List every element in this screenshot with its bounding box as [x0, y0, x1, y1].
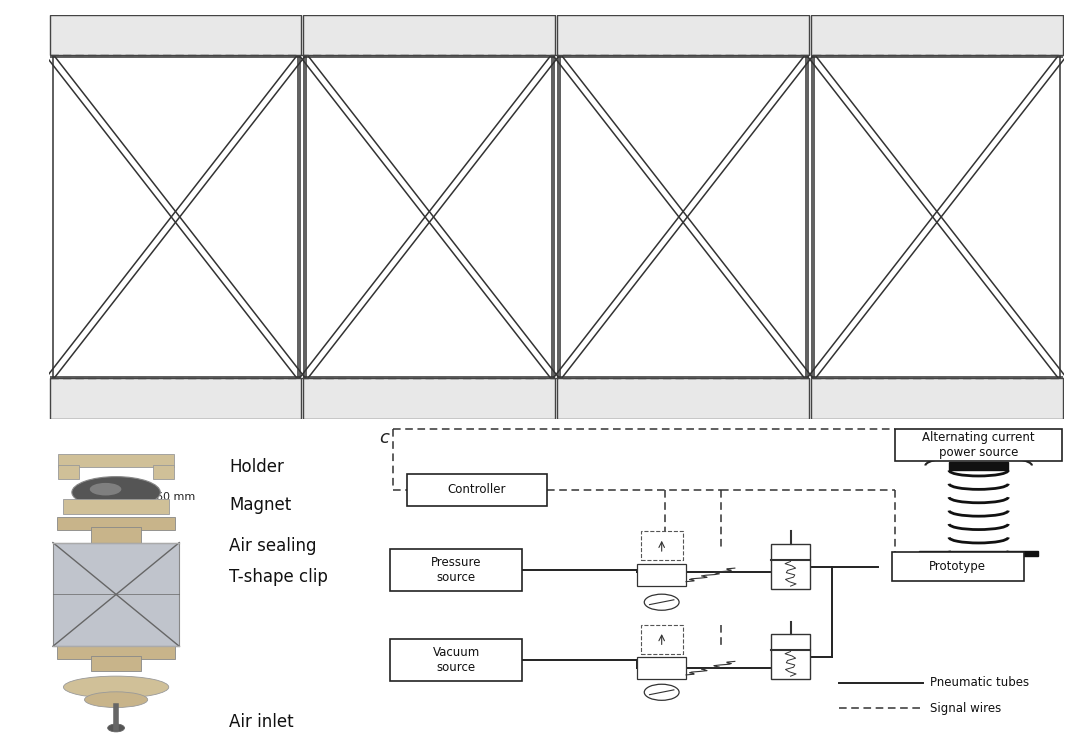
- Text: Holder: Holder: [229, 459, 284, 476]
- Text: c: c: [379, 429, 390, 447]
- Bar: [153, 465, 174, 479]
- Text: 60 mm: 60 mm: [156, 491, 195, 502]
- Bar: [811, 378, 1063, 419]
- Text: Pressure
source: Pressure source: [431, 556, 482, 584]
- Bar: [811, 15, 1063, 55]
- Bar: [892, 552, 1024, 581]
- Text: Magnet: Magnet: [229, 496, 292, 514]
- Bar: [50, 378, 301, 419]
- Bar: [390, 640, 523, 681]
- Bar: [557, 378, 809, 419]
- Bar: [91, 527, 141, 542]
- Text: Pneumatic tubes: Pneumatic tubes: [930, 676, 1029, 689]
- Ellipse shape: [90, 483, 121, 495]
- Text: Air inlet: Air inlet: [229, 713, 294, 731]
- Bar: [390, 549, 523, 591]
- Bar: [637, 657, 686, 679]
- Ellipse shape: [108, 724, 124, 732]
- Circle shape: [645, 684, 679, 700]
- Text: Vacuum
source: Vacuum source: [433, 646, 480, 674]
- Bar: [640, 625, 683, 654]
- Bar: [919, 551, 1038, 556]
- Bar: [557, 15, 809, 55]
- Text: 60 mm: 60 mm: [0, 197, 3, 236]
- Bar: [58, 465, 79, 479]
- Ellipse shape: [64, 676, 168, 698]
- Bar: [50, 15, 301, 55]
- Bar: [58, 454, 174, 468]
- Bar: [64, 499, 168, 515]
- Bar: [771, 634, 810, 679]
- Bar: [57, 518, 175, 530]
- Bar: [303, 15, 555, 55]
- Ellipse shape: [72, 476, 160, 508]
- Text: T-shape clip: T-shape clip: [229, 568, 328, 586]
- Bar: [949, 462, 1009, 470]
- Circle shape: [645, 594, 679, 610]
- Bar: [303, 378, 555, 419]
- Bar: [57, 646, 175, 659]
- Bar: [91, 656, 141, 672]
- Bar: [895, 429, 1063, 461]
- Text: Signal wires: Signal wires: [930, 702, 1001, 715]
- Text: Air sealing: Air sealing: [229, 537, 316, 555]
- Bar: [640, 531, 683, 560]
- Bar: [53, 542, 179, 646]
- Text: Controller: Controller: [448, 483, 507, 496]
- Ellipse shape: [84, 692, 148, 708]
- Bar: [637, 564, 686, 586]
- Text: Alternating current
power source: Alternating current power source: [922, 431, 1035, 459]
- Bar: [407, 473, 546, 506]
- Bar: [771, 545, 810, 589]
- Text: Prototype: Prototype: [929, 560, 986, 573]
